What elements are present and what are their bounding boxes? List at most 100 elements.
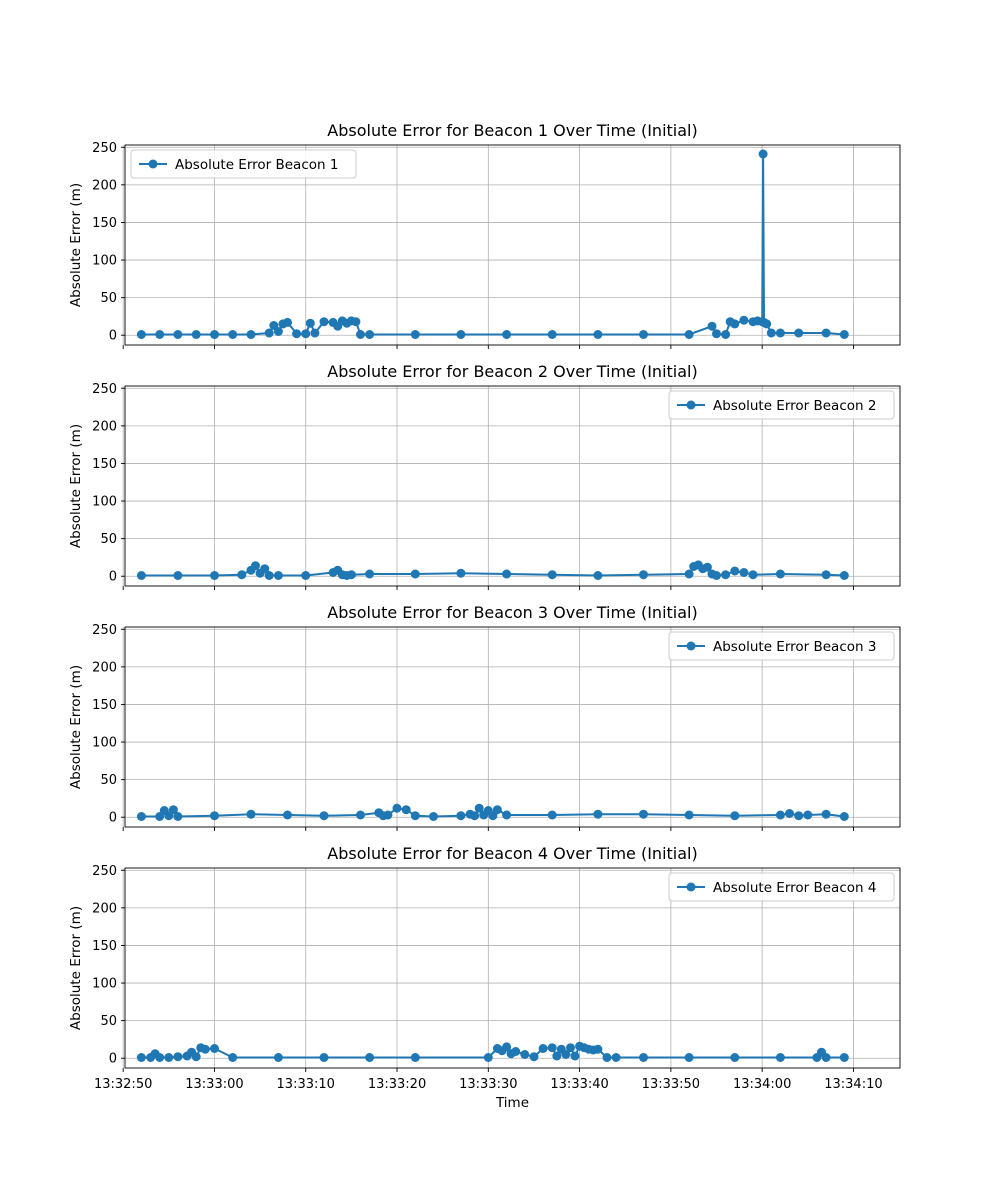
data-point [310,328,320,338]
data-point [164,1053,174,1062]
plot-frame [124,867,901,1069]
x-tick-label: 13:33:30 [459,1077,517,1092]
data-point [593,809,603,819]
data-point [351,317,361,327]
subplot-beacon-2: 0 50 100 150 200 250 Absolute Error for Beacon… [68,362,901,590]
data-point [639,330,648,339]
x-tick-label: 13:32:50 [94,1077,152,1092]
x-axis-label: Time [495,1095,529,1111]
y-tick-label: 0 [109,811,117,826]
data-point [502,1042,512,1052]
y-tick-label: 200 [92,419,117,434]
x-tick-label: 13:33:20 [368,1077,426,1092]
legend: Absolute Error Beacon 2 [668,390,895,420]
data-point [639,1053,648,1062]
x-tick-label: 13:34:00 [733,1077,791,1092]
data-point [730,566,740,576]
data-point [319,1053,329,1062]
data-point [712,329,721,339]
data-point [273,571,283,580]
subplot-title: Absolute Error for Beacon 4 Over Time (I… [327,844,697,863]
plot-frame [124,385,901,587]
y-tick-label: 50 [100,532,117,547]
data-point [561,1050,571,1059]
y-tick-label: 200 [92,901,117,916]
data-point [593,571,603,580]
data-point [429,812,438,821]
data-point [155,330,165,339]
data-point [273,327,283,336]
series-line-beacon-1 [141,153,845,336]
data-point [502,810,512,820]
data-point [839,571,849,580]
legend-label: Absolute Error Beacon 3 [713,639,876,655]
x-tick-label: 13:33:10 [277,1077,335,1092]
data-point [136,571,146,580]
data-point [228,330,238,339]
y-tick-label: 100 [92,977,117,992]
data-point [821,809,831,819]
data-point [520,1050,530,1059]
y-axis-label: Absolute Error (m) [68,906,84,1030]
data-point [739,315,749,325]
legend-marker-swatch [686,400,696,410]
data-point [684,1053,694,1062]
data-point [305,318,315,328]
y-axis-label: Absolute Error (m) [68,424,84,548]
data-point [702,562,712,572]
data-point [707,321,717,331]
legend-box [668,390,895,420]
data-point [839,812,849,821]
y-tick-label: 150 [92,457,117,472]
data-point [155,1053,165,1062]
data-point [766,328,776,338]
data-point [775,810,785,820]
legend: Absolute Error Beacon 3 [668,631,895,661]
data-point [470,811,480,821]
y-tick-label: 200 [92,178,117,193]
data-point [712,571,721,580]
legend-marker-swatch [686,882,696,892]
data-point [410,1053,420,1062]
data-point [365,330,375,339]
data-point [168,805,178,815]
data-point [570,1051,580,1061]
data-point [410,569,420,579]
data-point [173,571,183,580]
data-point [552,1051,562,1061]
data-point [410,811,420,821]
data-point [821,1053,831,1062]
data-point [730,1053,740,1062]
data-point [264,328,274,338]
data-point [392,803,402,813]
data-point [602,1053,612,1062]
data-point [356,810,365,820]
data-point [775,569,785,579]
data-point [210,811,219,821]
x-tick-label: 13:33:50 [642,1077,700,1092]
data-point [775,328,785,338]
data-point [383,810,393,820]
legend-box [668,872,895,902]
data-point [538,1044,548,1053]
data-point [356,330,365,339]
subplot-title: Absolute Error for Beacon 2 Over Time (I… [327,362,697,381]
data-point [492,805,502,815]
data-point [721,570,731,580]
x-tick-label: 13:33:40 [550,1077,608,1092]
data-point [136,330,146,339]
data-point [794,811,804,821]
data-point [483,1053,493,1062]
y-axis-label: Absolute Error (m) [68,183,84,307]
legend: Absolute Error Beacon 4 [668,872,895,902]
y-tick-label: 200 [92,660,117,675]
y-tick-label: 150 [92,698,117,713]
y-tick-label: 250 [92,623,117,638]
plot-frame [124,626,901,828]
y-tick-label: 250 [92,141,117,156]
data-point [566,1043,575,1053]
data-point [136,1053,146,1062]
data-point [748,570,758,580]
data-point [684,810,694,820]
